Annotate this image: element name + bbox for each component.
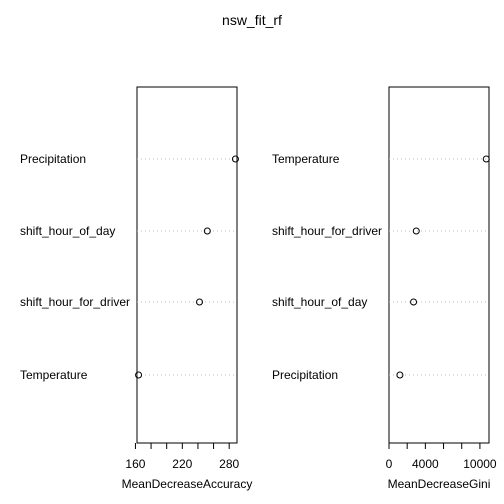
panel-gini-point bbox=[412, 227, 420, 235]
panel-gini-x-tick-label: 10000 bbox=[463, 457, 497, 471]
panel-accuracy-x-tick-label: 160 bbox=[125, 457, 145, 471]
chart-title: nsw_fit_rf bbox=[222, 12, 282, 28]
panel-gini-variable-label: Precipitation bbox=[272, 368, 338, 382]
panel-gini-point bbox=[482, 155, 490, 163]
panel-gini-variable-label: shift_hour_for_driver bbox=[272, 224, 382, 238]
panel-gini-x-tick-label: 0 bbox=[386, 457, 393, 471]
panel-accuracy-variable-label: Temperature bbox=[20, 368, 88, 382]
panel-gini-variable-label: Temperature bbox=[272, 152, 340, 166]
panel-accuracy-point bbox=[203, 227, 211, 235]
panel-gini-x-tick-label: 4000 bbox=[412, 457, 439, 471]
panel-accuracy-point bbox=[135, 371, 143, 379]
panel-gini-point bbox=[396, 371, 404, 379]
panel-accuracy-variable-label: shift_hour_for_driver bbox=[20, 295, 130, 309]
panel-gini-point bbox=[410, 298, 418, 306]
panel-gini-plot-box bbox=[388, 86, 490, 444]
panel-accuracy-point bbox=[231, 155, 239, 163]
panel-accuracy-x-axis-title: MeanDecreaseAccuracy bbox=[122, 477, 253, 491]
panel-gini-variable-label: shift_hour_of_day bbox=[272, 295, 367, 309]
panel-accuracy-plot-box bbox=[136, 86, 238, 444]
panel-accuracy-variable-label: shift_hour_of_day bbox=[20, 224, 115, 238]
panel-accuracy-x-tick-label: 280 bbox=[219, 457, 239, 471]
panel-accuracy-point bbox=[196, 298, 203, 306]
panel-accuracy-x-tick-label: 220 bbox=[172, 457, 192, 471]
panel-accuracy-variable-label: Precipitation bbox=[20, 152, 86, 166]
panel-gini-x-axis-title: MeanDecreaseGini bbox=[388, 477, 491, 491]
